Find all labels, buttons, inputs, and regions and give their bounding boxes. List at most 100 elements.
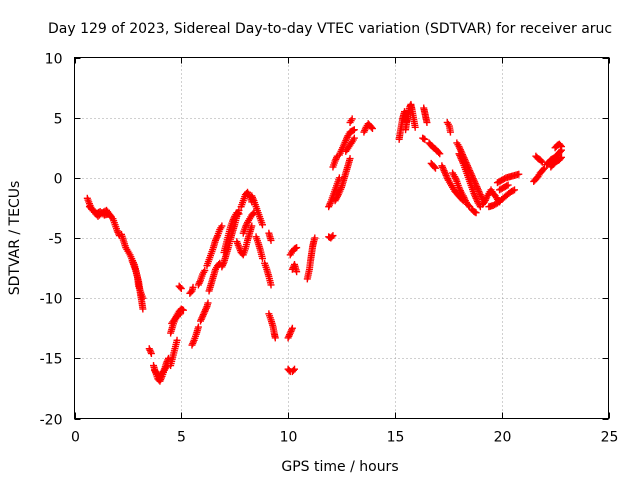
- data-point: [469, 175, 477, 183]
- data-point: [173, 336, 181, 344]
- data-point: [328, 233, 336, 241]
- data-point: [329, 232, 337, 240]
- x-tick-label: 10: [280, 430, 298, 446]
- data-point: [258, 254, 266, 262]
- y-tick-label: -5: [49, 232, 63, 248]
- data-point: [452, 176, 460, 184]
- data-point: [470, 189, 478, 197]
- data-point: [455, 143, 463, 151]
- data-point: [241, 223, 249, 231]
- data-point: [201, 307, 209, 315]
- data-point: [194, 323, 202, 331]
- data-point: [249, 195, 257, 203]
- data-points: [83, 100, 566, 385]
- data-point: [460, 193, 468, 201]
- data-point: [367, 123, 375, 131]
- data-point: [348, 115, 356, 123]
- data-point: [204, 299, 212, 307]
- data-point: [504, 181, 512, 189]
- y-axis-label: SDTVAR / TECUs: [7, 181, 23, 296]
- data-point: [411, 123, 419, 131]
- data-point: [511, 186, 519, 194]
- data-point: [202, 304, 210, 312]
- data-point: [229, 216, 237, 224]
- data-point: [106, 211, 114, 219]
- data-point: [481, 198, 489, 206]
- data-point: [145, 345, 153, 353]
- data-point: [431, 164, 439, 172]
- data-point: [258, 221, 266, 229]
- data-point: [325, 203, 333, 211]
- data-point: [139, 294, 147, 302]
- data-point: [538, 158, 546, 166]
- data-point: [197, 315, 205, 323]
- data-point: [331, 157, 339, 165]
- data-point: [556, 155, 564, 163]
- data-point: [465, 202, 473, 210]
- y-tick-label: 5: [54, 112, 63, 128]
- data-point: [423, 118, 431, 126]
- data-point: [556, 141, 564, 149]
- data-point: [211, 236, 219, 244]
- data-point: [219, 261, 227, 269]
- data-point: [202, 306, 210, 314]
- data-point: [368, 124, 376, 132]
- data-point: [342, 137, 350, 145]
- data-point: [212, 235, 220, 243]
- data-point: [218, 222, 226, 230]
- data-point: [451, 173, 459, 181]
- data-point: [197, 317, 205, 325]
- y-tick-label: -10: [40, 292, 63, 308]
- data-point: [249, 210, 257, 218]
- data-point: [556, 147, 564, 155]
- data-point: [196, 278, 204, 286]
- data-point: [188, 341, 196, 349]
- y-tick-label: -20: [40, 413, 63, 429]
- data-point: [537, 157, 545, 165]
- data-point: [456, 185, 464, 193]
- data-point: [219, 260, 227, 268]
- data-point: [286, 329, 294, 337]
- data-point: [189, 283, 197, 291]
- x-tick-label: 20: [494, 430, 512, 446]
- data-point: [249, 193, 256, 201]
- data-point: [114, 228, 122, 236]
- data-point: [235, 210, 243, 218]
- data-point: [284, 334, 292, 342]
- x-tick-label: 5: [177, 430, 186, 446]
- data-point: [459, 158, 467, 166]
- data-point: [291, 365, 299, 373]
- data-point: [470, 176, 478, 184]
- data-point: [333, 192, 341, 200]
- data-point: [430, 163, 438, 171]
- y-tick-label: 0: [54, 172, 63, 188]
- data-point: [471, 193, 479, 201]
- data-point: [459, 192, 467, 200]
- data-point: [473, 183, 481, 191]
- x-axis-label: GPS time / hours: [281, 459, 398, 475]
- data-point: [441, 170, 449, 178]
- data-point: [195, 279, 203, 287]
- data-point: [162, 363, 170, 371]
- data-point: [293, 268, 301, 276]
- data-point: [326, 200, 334, 208]
- grid-lines: [74, 57, 609, 419]
- data-point: [139, 305, 147, 313]
- data-point: [201, 266, 209, 274]
- y-tick-label: -15: [40, 352, 63, 368]
- data-point: [455, 183, 463, 191]
- x-tick-label: 25: [601, 430, 619, 446]
- data-point: [194, 281, 202, 289]
- data-point: [540, 164, 548, 172]
- data-point: [293, 244, 301, 252]
- data-point: [443, 173, 451, 181]
- chart-title: Day 129 of 2023, Sidereal Day-to-day VTE…: [48, 21, 612, 37]
- data-point: [288, 324, 296, 332]
- data-point: [288, 326, 296, 334]
- data-point: [147, 348, 155, 356]
- data-point: [361, 127, 369, 135]
- data-point: [311, 234, 319, 242]
- data-point: [289, 366, 297, 374]
- data-point: [456, 153, 464, 161]
- x-tick-label: 0: [71, 430, 80, 446]
